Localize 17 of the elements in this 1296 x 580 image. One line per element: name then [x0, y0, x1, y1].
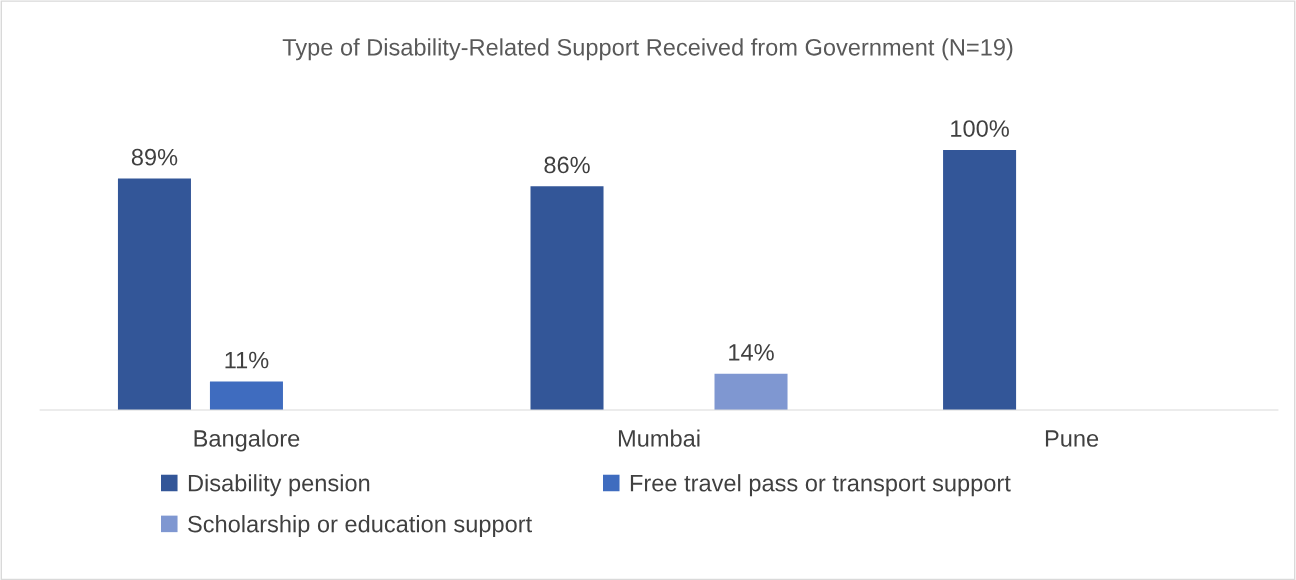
x-tick-label: Mumbai	[618, 429, 700, 447]
legend-label: Disability pension	[188, 474, 370, 497]
data-label: 100%	[951, 120, 1009, 137]
bar	[714, 373, 788, 411]
bar	[117, 178, 191, 411]
bar	[530, 186, 604, 411]
legend-label: Scholarship or education support	[188, 515, 533, 538]
x-tick-label: Bangalore	[194, 429, 300, 452]
chart-title: Type of Disability-Related Support Received from Government (N=19)	[282, 38, 1013, 61]
legend-label: Free travel pass or transport support	[630, 474, 1011, 497]
bar	[943, 149, 1017, 411]
data-label: 11%	[225, 351, 269, 369]
data-label: 14%	[729, 344, 774, 361]
x-tick-label: Pune	[1045, 430, 1099, 447]
data-label: 86%	[544, 156, 590, 174]
data-label: 89%	[131, 148, 178, 166]
bar	[209, 381, 283, 411]
